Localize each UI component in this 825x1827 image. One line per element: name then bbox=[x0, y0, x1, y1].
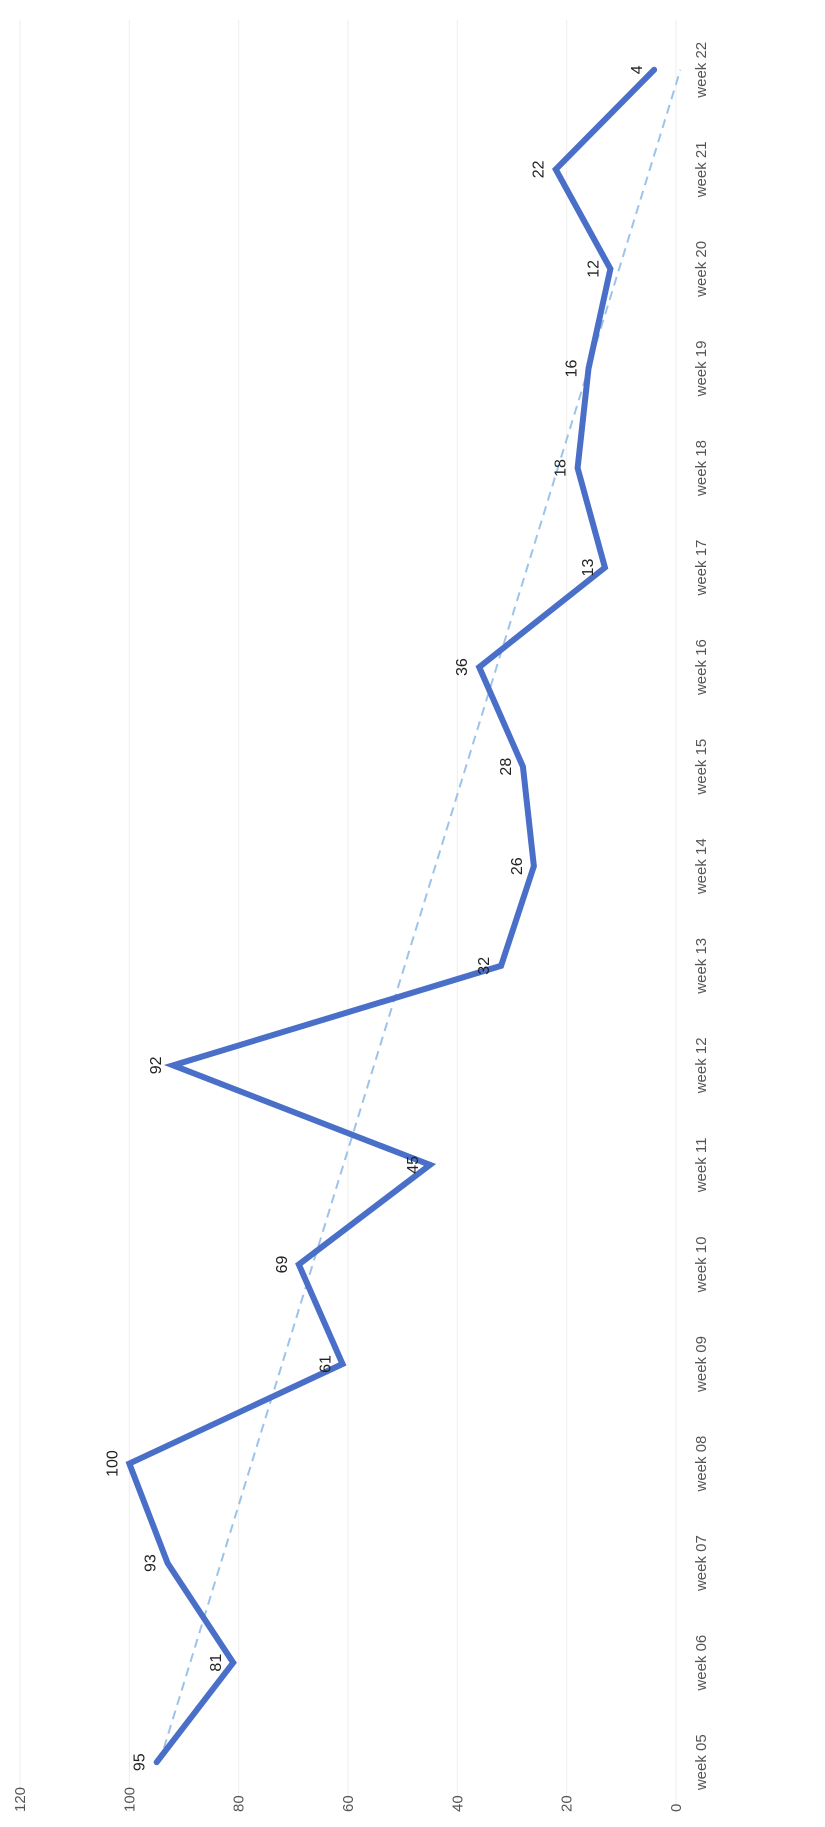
category-tick-label: week 13 bbox=[693, 938, 710, 995]
data-label: 18 bbox=[553, 459, 570, 477]
category-tick-label: week 14 bbox=[693, 838, 710, 895]
data-label: 45 bbox=[405, 1156, 422, 1174]
category-tick-label: week 10 bbox=[693, 1237, 710, 1294]
data-label: 32 bbox=[476, 957, 493, 975]
data-label: 26 bbox=[509, 857, 526, 875]
value-tick-label: 60 bbox=[340, 1795, 357, 1812]
data-label: 61 bbox=[318, 1355, 335, 1373]
category-tick-label: week 20 bbox=[693, 241, 710, 298]
value-tick-label: 120 bbox=[12, 1787, 29, 1812]
category-tick-label: week 21 bbox=[693, 141, 710, 198]
value-axis-ticks: 0 20 40 60 80 100 120 bbox=[12, 1787, 685, 1812]
value-tick-label: 40 bbox=[449, 1795, 466, 1812]
data-label: 22 bbox=[531, 160, 548, 178]
category-tick-label: week 17 bbox=[693, 540, 710, 597]
data-label: 69 bbox=[274, 1255, 291, 1273]
category-axis-ticks: week 05 week 06 week 07 week 08 week 09 week … bbox=[693, 42, 710, 1791]
category-tick-label: week 22 bbox=[693, 42, 710, 99]
data-label: 28 bbox=[498, 758, 515, 776]
data-label: 93 bbox=[143, 1554, 160, 1572]
value-tick-label: 100 bbox=[121, 1787, 138, 1812]
category-tick-label: week 16 bbox=[693, 639, 710, 696]
category-tick-label: week 15 bbox=[693, 739, 710, 796]
data-series bbox=[125, 66, 658, 1766]
value-tick-label: 0 bbox=[668, 1804, 685, 1812]
category-tick-label: week 05 bbox=[693, 1734, 710, 1791]
data-label: 12 bbox=[585, 260, 602, 278]
data-label: 95 bbox=[132, 1753, 149, 1771]
series-line bbox=[125, 66, 658, 1766]
data-label: 81 bbox=[208, 1654, 225, 1672]
category-tick-label: week 07 bbox=[693, 1535, 710, 1592]
category-tick-label: week 06 bbox=[693, 1635, 710, 1692]
category-tick-label: week 11 bbox=[693, 1138, 710, 1194]
data-label: 92 bbox=[148, 1056, 165, 1074]
data-labels: 95 81 93 100 61 69 45 92 32 26 28 36 13 18 16 12 22 4 bbox=[104, 65, 646, 1771]
value-tick-label: 80 bbox=[231, 1795, 248, 1812]
category-tick-label: week 12 bbox=[693, 1037, 710, 1094]
category-tick-label: week 19 bbox=[693, 341, 710, 398]
data-label: 13 bbox=[580, 559, 597, 577]
gridlines bbox=[19, 20, 677, 1812]
data-label: 36 bbox=[454, 658, 471, 676]
category-tick-label: week 09 bbox=[693, 1336, 710, 1393]
data-label: 4 bbox=[629, 65, 646, 74]
category-tick-label: week 08 bbox=[693, 1436, 710, 1493]
category-tick-label: week 18 bbox=[693, 440, 710, 497]
data-label: 16 bbox=[564, 359, 581, 377]
value-tick-label: 20 bbox=[559, 1795, 576, 1812]
data-label: 100 bbox=[104, 1450, 121, 1477]
